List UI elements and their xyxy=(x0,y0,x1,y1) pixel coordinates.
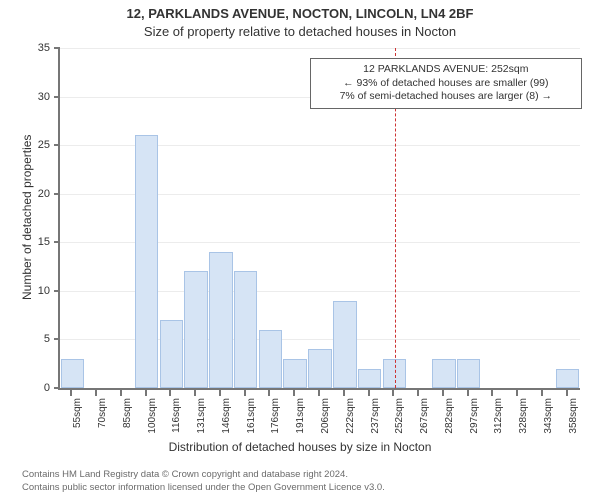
x-tick-label: 161sqm xyxy=(246,398,257,434)
bar xyxy=(184,271,208,388)
x-tick: 252sqm xyxy=(392,390,394,396)
x-tick: 358sqm xyxy=(566,390,568,396)
x-axis-label: Distribution of detached houses by size … xyxy=(0,440,600,454)
x-tick: 100sqm xyxy=(145,390,147,396)
footer-line2: Contains public sector information licen… xyxy=(22,482,385,494)
y-tick-label: 10 xyxy=(38,285,50,297)
x-tick-label: 85sqm xyxy=(122,398,133,428)
bar xyxy=(358,369,382,388)
x-tick-label: 237sqm xyxy=(370,398,381,434)
x-tick: 55sqm xyxy=(70,390,72,396)
x-tick-label: 116sqm xyxy=(171,398,182,433)
chart-title-subtitle: Size of property relative to detached ho… xyxy=(0,24,600,39)
x-tick: 161sqm xyxy=(244,390,246,396)
x-tick-label: 222sqm xyxy=(345,398,356,434)
bar xyxy=(308,349,332,388)
y-tick: 15 xyxy=(54,241,60,243)
x-tick-label: 70sqm xyxy=(97,398,108,428)
x-tick-label: 191sqm xyxy=(295,398,306,434)
x-tick: 176sqm xyxy=(268,390,270,396)
plot-area: 05101520253035 12 PARKLANDS AVENUE: 252s… xyxy=(58,48,580,390)
y-tick: 35 xyxy=(54,47,60,49)
y-tick-label: 20 xyxy=(38,188,50,200)
x-tick: 237sqm xyxy=(368,390,370,396)
y-tick-label: 35 xyxy=(38,42,50,54)
callout-line1: 12 PARKLANDS AVENUE: 252sqm xyxy=(319,63,573,77)
bar xyxy=(61,359,85,388)
x-tick: 282sqm xyxy=(442,390,444,396)
footer-attribution: Contains HM Land Registry data © Crown c… xyxy=(22,469,385,494)
x-tick: 222sqm xyxy=(343,390,345,396)
x-tick: 267sqm xyxy=(417,390,419,396)
bar xyxy=(457,359,481,388)
y-tick-label: 5 xyxy=(44,333,50,345)
x-tick: 70sqm xyxy=(95,390,97,396)
callout-box: 12 PARKLANDS AVENUE: 252sqm ← 93% of det… xyxy=(310,58,582,109)
x-tick-label: 131sqm xyxy=(196,398,207,434)
x-tick-label: 176sqm xyxy=(270,398,281,434)
bar xyxy=(432,359,456,388)
y-tick-label: 0 xyxy=(44,382,50,394)
y-tick: 0 xyxy=(54,387,60,389)
x-tick-label: 267sqm xyxy=(419,398,430,434)
x-tick-label: 343sqm xyxy=(543,398,554,434)
x-tick-label: 55sqm xyxy=(72,398,83,428)
y-tick: 5 xyxy=(54,338,60,340)
y-tick-label: 30 xyxy=(38,91,50,103)
x-tick: 191sqm xyxy=(293,390,295,396)
gridline xyxy=(60,48,580,49)
bar xyxy=(283,359,307,388)
bar xyxy=(259,330,283,388)
x-tick: 131sqm xyxy=(194,390,196,396)
x-tick: 85sqm xyxy=(120,390,122,396)
page-root: 12, PARKLANDS AVENUE, NOCTON, LINCOLN, L… xyxy=(0,0,600,500)
y-tick: 10 xyxy=(54,290,60,292)
y-tick-label: 15 xyxy=(38,236,50,248)
y-axis-label: Number of detached properties xyxy=(20,135,34,300)
x-tick: 343sqm xyxy=(541,390,543,396)
y-tick-label: 25 xyxy=(38,139,50,151)
x-tick-label: 297sqm xyxy=(469,398,480,434)
x-tick-label: 358sqm xyxy=(568,398,579,434)
x-tick: 312sqm xyxy=(491,390,493,396)
callout-line3: 7% of semi-detached houses are larger (8… xyxy=(319,90,573,104)
x-tick-label: 312sqm xyxy=(493,398,504,434)
x-tick: 116sqm xyxy=(169,390,171,396)
x-tick-label: 146sqm xyxy=(221,398,232,434)
bar xyxy=(135,135,159,388)
y-tick: 30 xyxy=(54,96,60,98)
x-tick-label: 206sqm xyxy=(320,398,331,434)
bar xyxy=(234,271,258,388)
callout-line2: ← 93% of detached houses are smaller (99… xyxy=(319,77,573,91)
bar xyxy=(333,301,357,388)
x-tick-label: 282sqm xyxy=(444,398,455,434)
bar xyxy=(556,369,580,388)
x-tick: 206sqm xyxy=(318,390,320,396)
footer-line1: Contains HM Land Registry data © Crown c… xyxy=(22,469,385,481)
chart-title-address: 12, PARKLANDS AVENUE, NOCTON, LINCOLN, L… xyxy=(0,6,600,21)
y-tick: 20 xyxy=(54,193,60,195)
x-tick: 328sqm xyxy=(516,390,518,396)
x-tick-label: 100sqm xyxy=(147,398,158,434)
x-tick: 297sqm xyxy=(467,390,469,396)
x-tick-label: 252sqm xyxy=(394,398,405,434)
x-tick-label: 328sqm xyxy=(518,398,529,434)
y-tick: 25 xyxy=(54,144,60,146)
bar xyxy=(209,252,233,388)
x-tick: 146sqm xyxy=(219,390,221,396)
bar xyxy=(160,320,184,388)
